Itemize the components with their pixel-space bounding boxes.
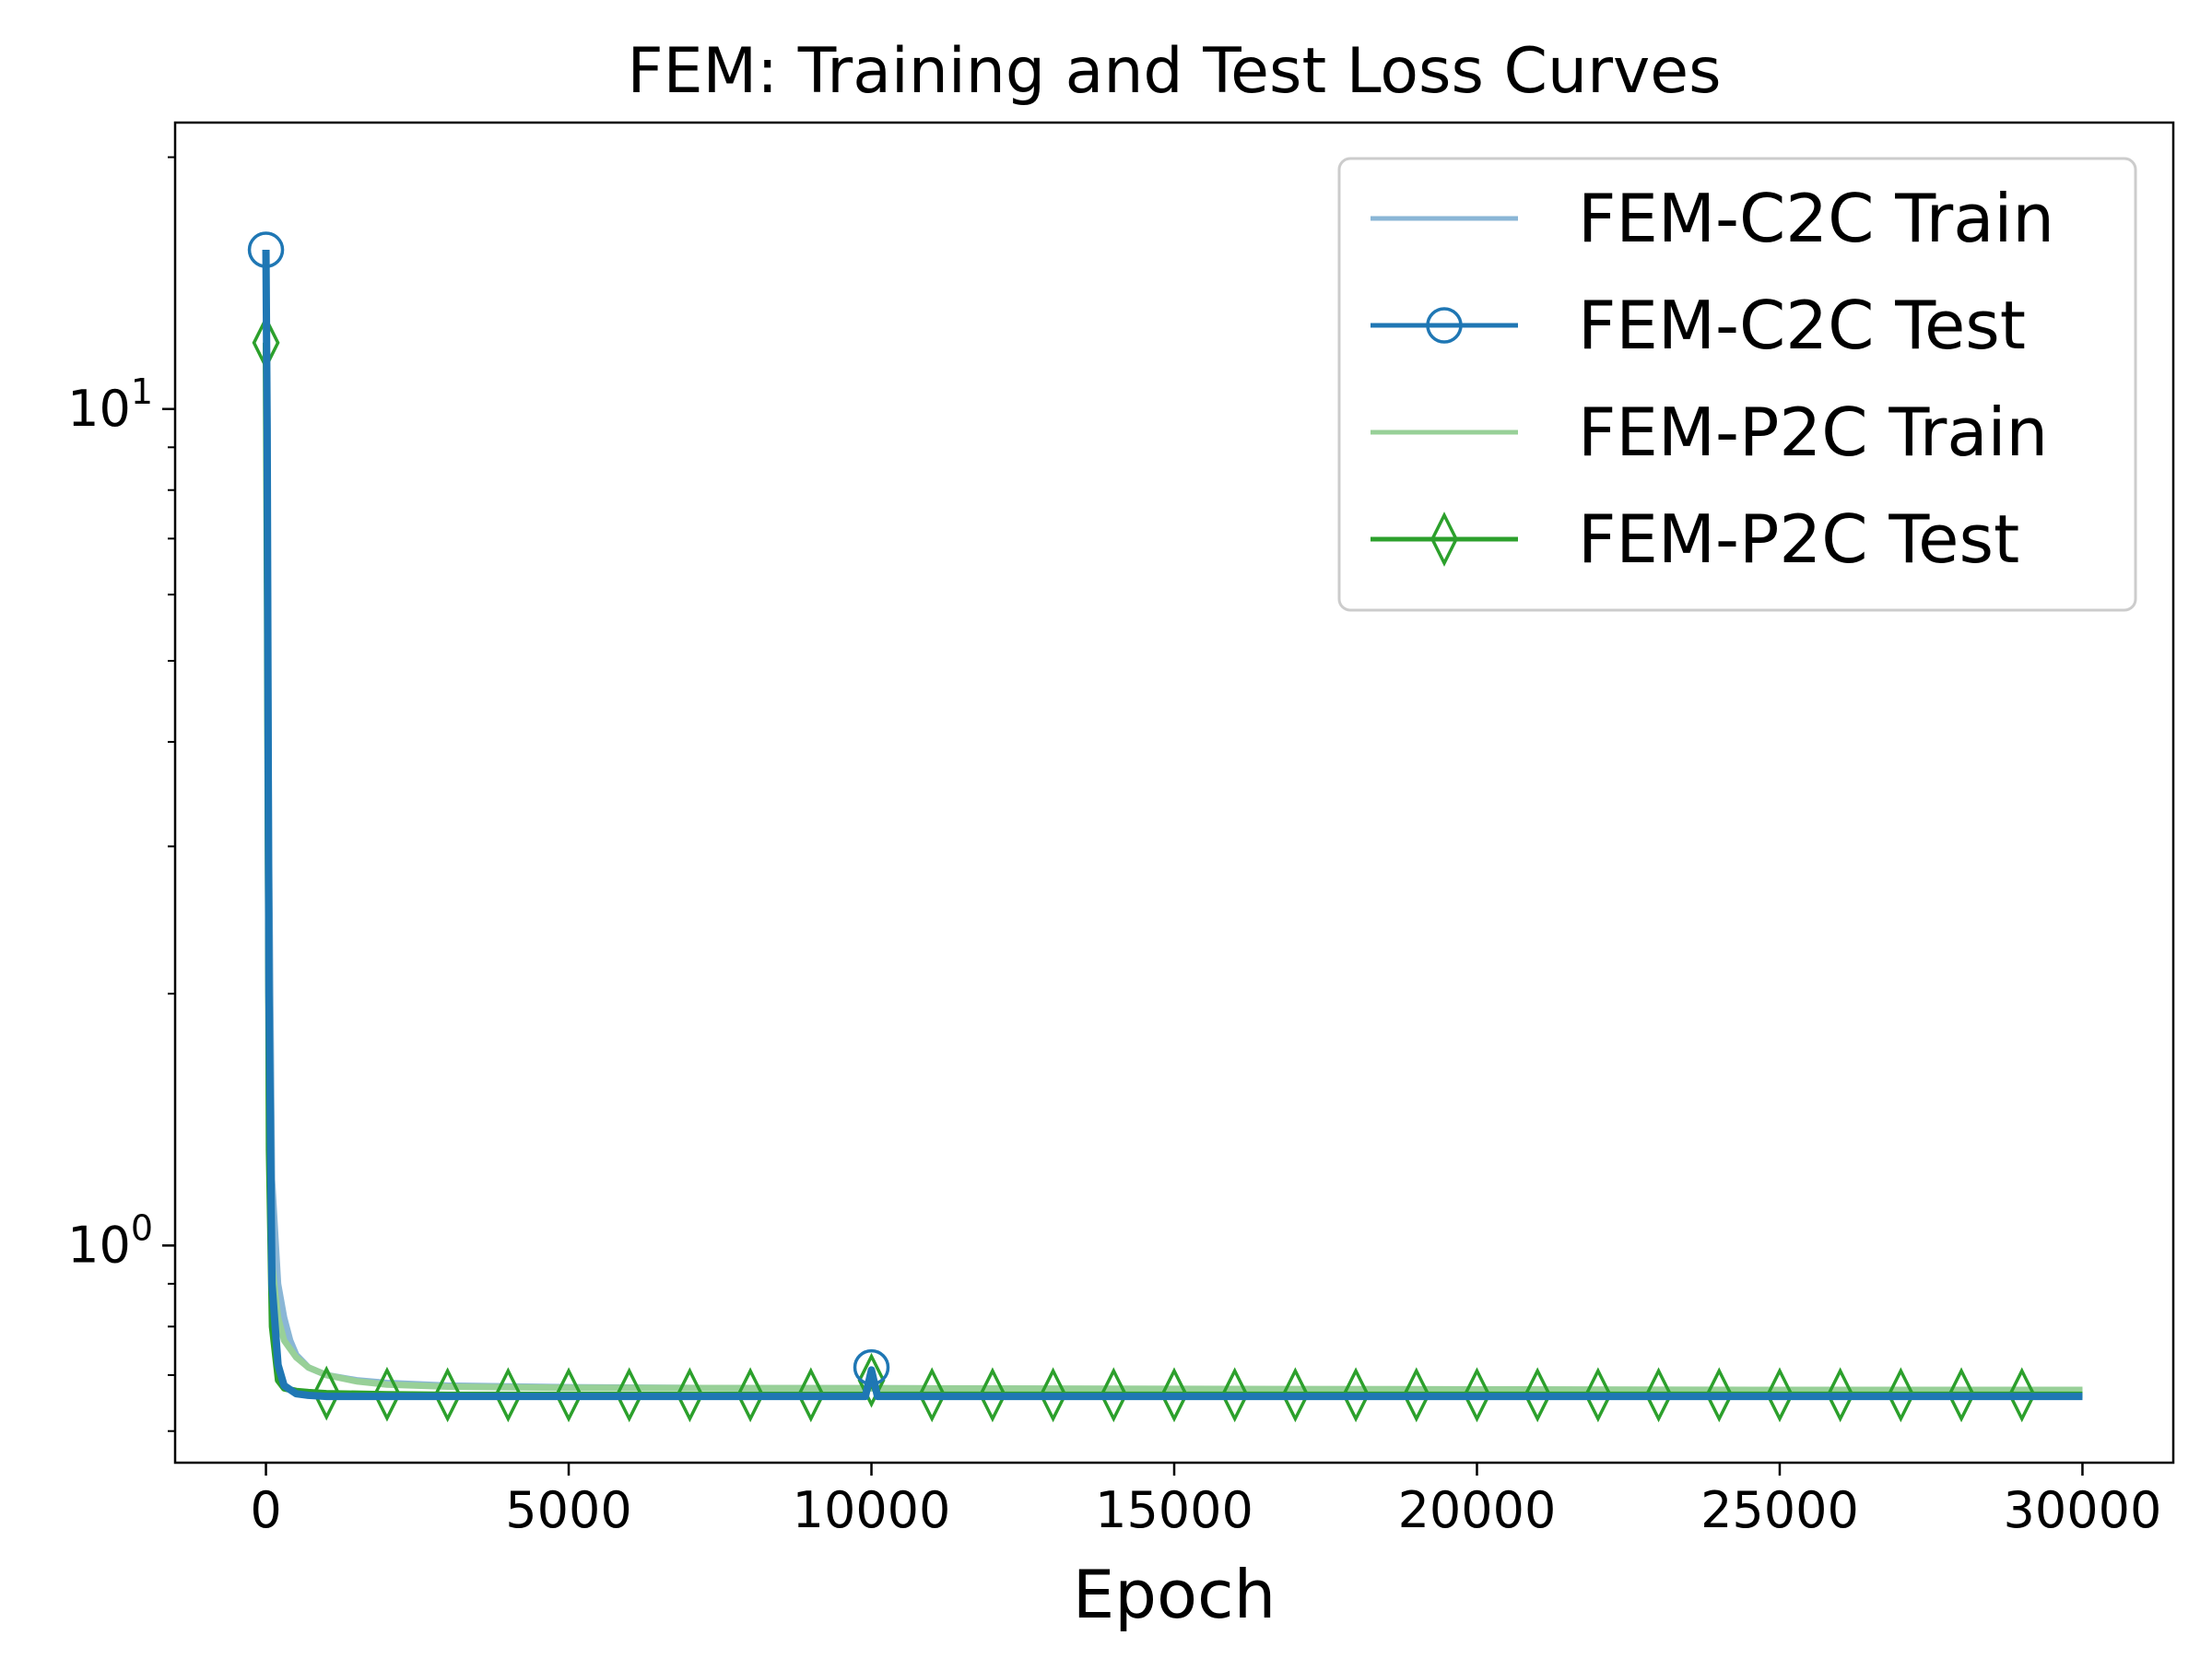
series-marker: [1281, 1367, 1310, 1423]
series-marker: [1644, 1367, 1673, 1423]
legend-frame: [1337, 157, 2137, 612]
series-marker: [372, 1366, 401, 1422]
y-tick-label-base: 10: [67, 380, 131, 438]
series-marker: [615, 1367, 643, 1423]
series-marker: [1826, 1367, 1854, 1423]
series-marker: [978, 1367, 1006, 1423]
legend-item: FEM-P2C Test: [1371, 500, 2019, 578]
series-marker: [312, 1365, 341, 1421]
y-tick-label: 101: [67, 371, 153, 438]
series-marker: [1463, 1367, 1491, 1423]
x-tick-label: 10000: [793, 1481, 951, 1539]
x-tick-label: 0: [250, 1481, 281, 1539]
series-marker: [1947, 1367, 1976, 1423]
series-marker: [2007, 1367, 2036, 1423]
x-tick-label: 20000: [1398, 1481, 1557, 1539]
series-marker: [1583, 1367, 1612, 1423]
legend-item: FEM-C2C Test: [1371, 287, 2026, 364]
series-marker: [853, 1348, 890, 1386]
legend-item: FEM-P2C Train: [1371, 394, 2048, 471]
x-axis-label: Epoch: [1073, 1556, 1276, 1633]
series-fem-c2c-test: [247, 231, 2083, 1401]
series-marker: [1160, 1367, 1188, 1423]
legend-label: FEM-P2C Test: [1578, 500, 2019, 578]
y-tick-label-base: 10: [67, 1216, 131, 1274]
legend: FEM-C2C Train FEM-C2C Test FEM-P2C Train FE…: [1337, 157, 2137, 612]
series-marker: [433, 1367, 462, 1423]
x-tick-label: 15000: [1095, 1481, 1253, 1539]
series-line: [262, 250, 2083, 1401]
series-marker: [1524, 1367, 1552, 1423]
series-marker: [1039, 1367, 1067, 1423]
chart-title: FEM: Training and Test Loss Curves: [627, 35, 1721, 108]
y-tick-label-exp: 0: [131, 1207, 153, 1248]
legend-marker: [1430, 512, 1458, 567]
y-tick-label: 100: [67, 1207, 153, 1274]
legend-marker: [1426, 307, 1463, 344]
x-tick-label: 30000: [2004, 1481, 2162, 1539]
series-marker: [1887, 1367, 1915, 1423]
series-marker: [1402, 1367, 1430, 1423]
series-marker: [1766, 1367, 1794, 1423]
legend-item: FEM-C2C Train: [1371, 180, 2054, 257]
x-axis: 0 5000 10000 15000 20000 25000 30000: [250, 1463, 2161, 1539]
series-marker: [1100, 1367, 1128, 1423]
legend-label: FEM-C2C Test: [1578, 287, 2026, 364]
series-marker: [1342, 1367, 1371, 1423]
series-marker: [555, 1367, 582, 1423]
series-marker: [676, 1367, 704, 1423]
series-marker: [494, 1367, 523, 1423]
series-marker: [1705, 1367, 1734, 1423]
series-layer: [247, 231, 2083, 1423]
x-tick-label: 25000: [1700, 1481, 1859, 1539]
series-marker: [857, 1352, 886, 1408]
legend-label: FEM-P2C Train: [1578, 394, 2048, 471]
series-marker: [918, 1367, 947, 1423]
x-tick-label: 5000: [505, 1481, 631, 1539]
series-marker: [736, 1367, 765, 1423]
series-marker: [796, 1367, 825, 1423]
legend-label: FEM-C2C Train: [1578, 180, 2054, 257]
series-marker: [1220, 1367, 1249, 1423]
series-marker: [247, 231, 285, 268]
y-tick-label-exp: 1: [131, 371, 153, 412]
